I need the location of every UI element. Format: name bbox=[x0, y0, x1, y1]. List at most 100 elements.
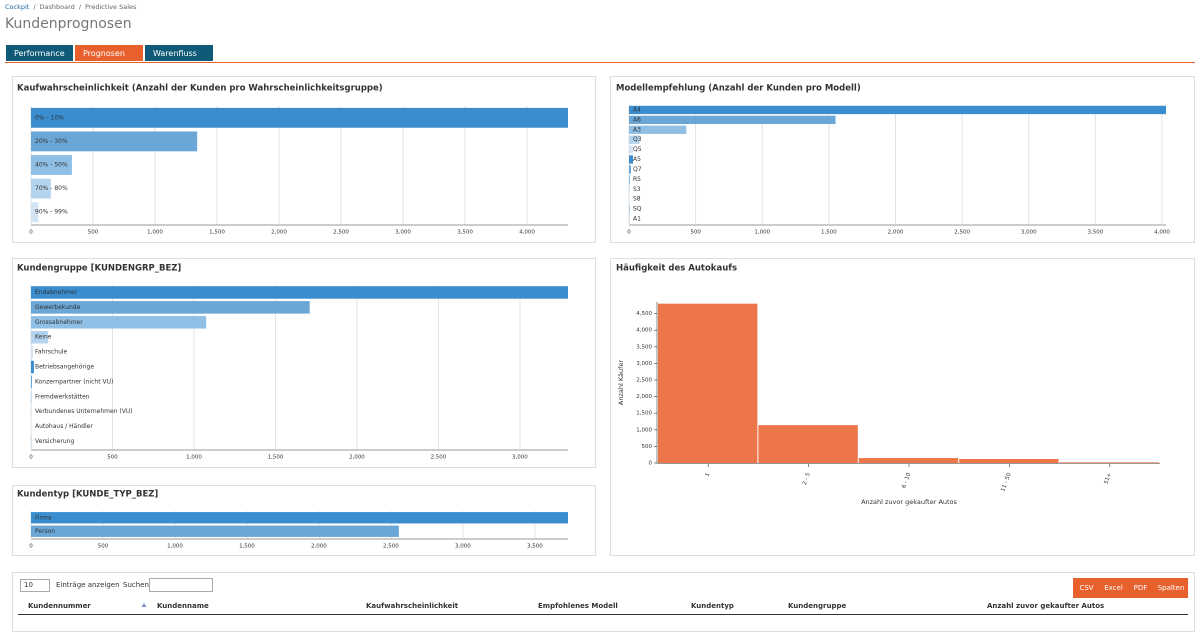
column-header[interactable]: Kundenname bbox=[157, 602, 209, 610]
bar bbox=[31, 376, 32, 389]
bar bbox=[31, 108, 568, 128]
category-label: Grossabnehmer bbox=[35, 319, 83, 326]
column-header[interactable]: Kundentyp bbox=[691, 602, 734, 610]
chart-title: Häufigkeit des Autokaufs bbox=[616, 264, 737, 274]
sort-icon bbox=[141, 602, 147, 608]
page-length-select[interactable]: 10 bbox=[20, 579, 50, 592]
x-tick-label: 2,500 bbox=[333, 230, 349, 236]
export-button[interactable]: PDF bbox=[1127, 578, 1154, 598]
x-tick-label: 1,000 bbox=[754, 230, 770, 236]
x-tick-label: 0 bbox=[29, 230, 33, 236]
x-tick-label: 4,000 bbox=[1154, 230, 1170, 236]
category-label: Verbundenes Unternehmen (VU) bbox=[35, 408, 133, 415]
x-tick-label: 51+ bbox=[1103, 472, 1113, 485]
y-tick-label: 1,500 bbox=[636, 411, 652, 417]
x-tick-label: 1 bbox=[705, 472, 712, 477]
x-tick-label: 1,500 bbox=[821, 230, 837, 236]
category-label: Endabnehmer bbox=[35, 289, 78, 296]
category-label: R5 bbox=[633, 176, 641, 183]
x-tick-label: 1,500 bbox=[209, 230, 225, 236]
y-tick-label: 4,000 bbox=[636, 328, 652, 334]
x-tick-label: 500 bbox=[690, 230, 701, 236]
x-tick-label: 2,000 bbox=[271, 230, 287, 236]
x-tick-label: 3,000 bbox=[455, 544, 471, 550]
category-label: Betriebsangehörige bbox=[35, 364, 94, 371]
bar bbox=[629, 165, 631, 173]
chart-title: Modellempfehlung (Anzahl der Kunden pro … bbox=[616, 84, 861, 94]
column-header[interactable]: Empfohlenes Modell bbox=[538, 602, 618, 610]
category-label: Keine bbox=[35, 334, 52, 341]
x-tick-label: 1,500 bbox=[268, 455, 284, 461]
x-tick-label: 3,000 bbox=[395, 230, 411, 236]
x-tick-label: 11 - 50 bbox=[1000, 472, 1012, 493]
chart-title: Kundengruppe [KUNDENGRP_BEZ] bbox=[17, 264, 181, 274]
x-tick-label: 3,000 bbox=[512, 455, 528, 461]
x-tick-label: 6 - 10 bbox=[901, 472, 912, 490]
y-tick-label: 2,000 bbox=[636, 394, 652, 400]
bar bbox=[629, 195, 630, 203]
export-button[interactable]: CSV bbox=[1073, 578, 1100, 598]
column-header[interactable]: Kundengruppe bbox=[788, 602, 846, 610]
category-label: Versicherung bbox=[35, 438, 74, 445]
category-label: Person bbox=[35, 528, 55, 535]
category-label: 70% - 80% bbox=[35, 185, 68, 192]
bar bbox=[629, 116, 836, 124]
y-tick-label: 3,500 bbox=[636, 344, 652, 350]
bar bbox=[31, 361, 34, 374]
y-tick-label: 0 bbox=[649, 461, 653, 467]
bar bbox=[31, 526, 399, 537]
page-length-value: 10 bbox=[24, 581, 33, 589]
x-tick-label: 3,500 bbox=[527, 544, 543, 550]
y-tick-label: 4,500 bbox=[636, 311, 652, 317]
columns-button[interactable]: Spalten bbox=[1154, 578, 1188, 598]
x-tick-label: 2,500 bbox=[431, 455, 447, 461]
column-header[interactable]: Kundennummer bbox=[28, 602, 91, 610]
x-tick-label: 0 bbox=[627, 230, 631, 236]
table-header-rule bbox=[18, 614, 1188, 615]
category-label: A4 bbox=[633, 106, 641, 113]
bar bbox=[658, 304, 757, 463]
x-tick-label: 2 - 5 bbox=[802, 472, 812, 486]
x-axis-label: Anzahl zuvor gekaufter Autos bbox=[861, 498, 957, 506]
category-label: Autohaus / Händler bbox=[35, 423, 93, 430]
y-axis-label: Anzahl Käufer bbox=[617, 360, 625, 405]
category-label: Q5 bbox=[633, 146, 642, 153]
x-tick-label: 500 bbox=[107, 455, 118, 461]
search-input[interactable] bbox=[149, 578, 213, 592]
column-header[interactable]: Anzahl zuvor gekaufter Autos bbox=[987, 602, 1104, 610]
x-tick-label: 2,500 bbox=[383, 544, 399, 550]
x-tick-label: 0 bbox=[29, 455, 33, 461]
y-tick-label: 3,000 bbox=[636, 361, 652, 367]
y-tick-label: 2,500 bbox=[636, 378, 652, 384]
x-tick-label: 2,500 bbox=[954, 230, 970, 236]
column-header[interactable]: Kaufwahrscheinlichkeit bbox=[366, 602, 458, 610]
export-button[interactable]: Excel bbox=[1100, 578, 1127, 598]
bar bbox=[1060, 462, 1159, 463]
category-label: A5 bbox=[633, 156, 641, 163]
bar bbox=[629, 106, 1166, 114]
chart-title: Kaufwahrscheinlichkeit (Anzahl der Kunde… bbox=[17, 84, 383, 94]
bar bbox=[758, 425, 857, 463]
category-label: Q7 bbox=[633, 166, 642, 173]
category-label: Q3 bbox=[633, 136, 642, 143]
y-tick-label: 1,000 bbox=[636, 427, 652, 433]
category-label: 90% - 99% bbox=[35, 209, 68, 216]
category-label: S8 bbox=[633, 196, 641, 203]
bar bbox=[629, 175, 630, 183]
category-label: 0% - 10% bbox=[35, 114, 64, 121]
category-label: A1 bbox=[633, 216, 641, 223]
category-label: Fahrschule bbox=[35, 349, 68, 356]
x-tick-label: 2,000 bbox=[888, 230, 904, 236]
x-tick-label: 2,000 bbox=[311, 544, 327, 550]
x-tick-label: 1,000 bbox=[167, 544, 183, 550]
category-label: Gewerbekunde bbox=[35, 304, 81, 311]
y-tick-label: 500 bbox=[642, 444, 653, 450]
bar bbox=[31, 512, 568, 523]
x-tick-label: 3,500 bbox=[457, 230, 473, 236]
bar bbox=[959, 459, 1058, 463]
category-label: A6 bbox=[633, 116, 641, 123]
category-label: 20% - 30% bbox=[35, 138, 68, 145]
category-label: SQ bbox=[633, 206, 642, 213]
